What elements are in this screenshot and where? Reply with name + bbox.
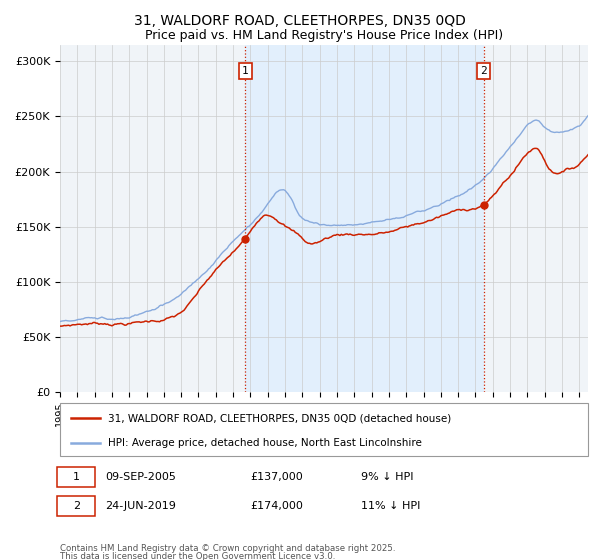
Text: This data is licensed under the Open Government Licence v3.0.: This data is licensed under the Open Gov… [60, 552, 335, 560]
Text: 31, WALDORF ROAD, CLEETHORPES, DN35 0QD: 31, WALDORF ROAD, CLEETHORPES, DN35 0QD [134, 14, 466, 28]
Text: 9% ↓ HPI: 9% ↓ HPI [361, 472, 413, 482]
Text: 2: 2 [481, 66, 487, 76]
Text: £174,000: £174,000 [250, 501, 303, 511]
Text: 31, WALDORF ROAD, CLEETHORPES, DN35 0QD (detached house): 31, WALDORF ROAD, CLEETHORPES, DN35 0QD … [107, 413, 451, 423]
FancyBboxPatch shape [58, 467, 95, 487]
Text: 1: 1 [73, 472, 80, 482]
Text: £137,000: £137,000 [250, 472, 303, 482]
Text: 2: 2 [73, 501, 80, 511]
Text: Contains HM Land Registry data © Crown copyright and database right 2025.: Contains HM Land Registry data © Crown c… [60, 544, 395, 553]
Text: 11% ↓ HPI: 11% ↓ HPI [361, 501, 421, 511]
Text: 09-SEP-2005: 09-SEP-2005 [105, 472, 176, 482]
Bar [245, 45, 484, 392]
Text: HPI: Average price, detached house, North East Lincolnshire: HPI: Average price, detached house, Nort… [107, 438, 421, 448]
Text: 24-JUN-2019: 24-JUN-2019 [105, 501, 176, 511]
Title: Price paid vs. HM Land Registry's House Price Index (HPI): Price paid vs. HM Land Registry's House … [145, 29, 503, 42]
FancyBboxPatch shape [58, 496, 95, 516]
Text: 1: 1 [242, 66, 248, 76]
